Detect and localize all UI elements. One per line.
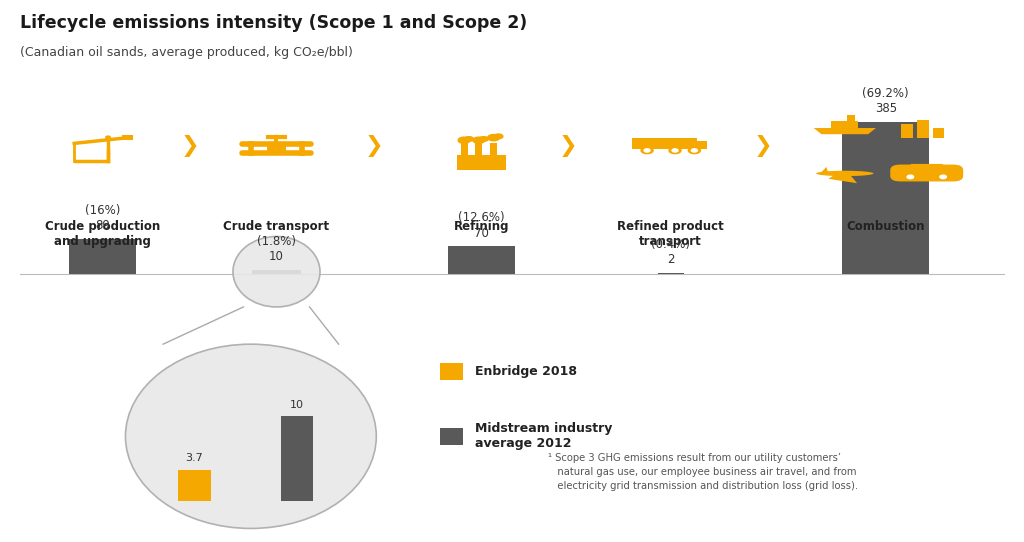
Circle shape [688, 147, 700, 153]
FancyBboxPatch shape [658, 273, 684, 274]
Text: (1.8%): (1.8%) [257, 235, 296, 248]
FancyBboxPatch shape [490, 143, 497, 154]
Text: ¹ Scope 3 GHG emissions result from our utility customers’
   natural gas use, o: ¹ Scope 3 GHG emissions result from our … [548, 453, 858, 491]
Text: Enbridge 2018: Enbridge 2018 [475, 365, 578, 378]
Text: Lifecycle emissions intensity (Scope 1 and Scope 2): Lifecycle emissions intensity (Scope 1 a… [20, 14, 527, 31]
Ellipse shape [816, 171, 873, 176]
Circle shape [904, 173, 916, 180]
Text: ❯: ❯ [559, 136, 578, 157]
Text: (Canadian oil sands, average produced, kg CO₂e/bbl): (Canadian oil sands, average produced, k… [20, 46, 353, 59]
FancyBboxPatch shape [632, 138, 696, 149]
Circle shape [473, 137, 484, 144]
FancyBboxPatch shape [831, 121, 858, 128]
Circle shape [672, 149, 678, 152]
FancyBboxPatch shape [901, 124, 913, 138]
FancyBboxPatch shape [475, 143, 482, 154]
Circle shape [641, 147, 653, 153]
FancyBboxPatch shape [281, 416, 313, 501]
Circle shape [669, 147, 681, 153]
FancyBboxPatch shape [847, 115, 854, 121]
FancyBboxPatch shape [267, 144, 286, 153]
FancyBboxPatch shape [890, 165, 964, 182]
Circle shape [458, 137, 470, 144]
FancyBboxPatch shape [918, 120, 929, 138]
Polygon shape [828, 173, 857, 183]
Text: Refining: Refining [454, 220, 509, 233]
Text: 2: 2 [667, 254, 675, 267]
Text: ❯: ❯ [365, 136, 383, 157]
Text: ❯: ❯ [180, 136, 199, 157]
Circle shape [644, 149, 650, 152]
FancyBboxPatch shape [440, 428, 463, 445]
FancyBboxPatch shape [449, 246, 514, 274]
Text: Crude transport: Crude transport [223, 220, 330, 233]
Text: Midstream industry
average 2012: Midstream industry average 2012 [475, 422, 612, 450]
FancyBboxPatch shape [178, 469, 211, 501]
Circle shape [907, 175, 913, 179]
FancyBboxPatch shape [933, 128, 944, 138]
Text: (0.4%): (0.4%) [651, 238, 690, 251]
Text: (69.2%): (69.2%) [862, 87, 909, 100]
Circle shape [494, 134, 503, 139]
Text: Combustion: Combustion [847, 220, 925, 233]
Polygon shape [820, 167, 828, 173]
Text: 70: 70 [474, 227, 488, 240]
FancyBboxPatch shape [70, 238, 135, 274]
Text: 89: 89 [95, 219, 110, 232]
Circle shape [691, 149, 697, 152]
Circle shape [479, 137, 488, 141]
Text: 10: 10 [290, 400, 304, 410]
Text: ❯: ❯ [754, 136, 772, 157]
Text: 10: 10 [269, 250, 284, 263]
FancyBboxPatch shape [688, 141, 708, 149]
Text: (16%): (16%) [85, 204, 120, 217]
Text: 3.7: 3.7 [185, 453, 204, 463]
Circle shape [487, 134, 500, 141]
Text: (12.6%): (12.6%) [458, 211, 505, 224]
Ellipse shape [233, 236, 319, 307]
FancyBboxPatch shape [842, 122, 930, 274]
Text: Crude production
and upgrading: Crude production and upgrading [45, 220, 160, 248]
Text: Refined product
transport: Refined product transport [617, 220, 724, 248]
Circle shape [465, 137, 473, 141]
Circle shape [937, 173, 949, 180]
FancyBboxPatch shape [461, 143, 468, 154]
Circle shape [940, 175, 946, 179]
FancyBboxPatch shape [122, 135, 133, 140]
Polygon shape [814, 128, 876, 134]
FancyBboxPatch shape [457, 154, 506, 170]
FancyBboxPatch shape [252, 270, 301, 274]
Circle shape [105, 136, 111, 139]
Ellipse shape [125, 344, 377, 528]
Text: 385: 385 [874, 102, 897, 115]
Polygon shape [910, 164, 943, 170]
FancyBboxPatch shape [440, 363, 463, 380]
